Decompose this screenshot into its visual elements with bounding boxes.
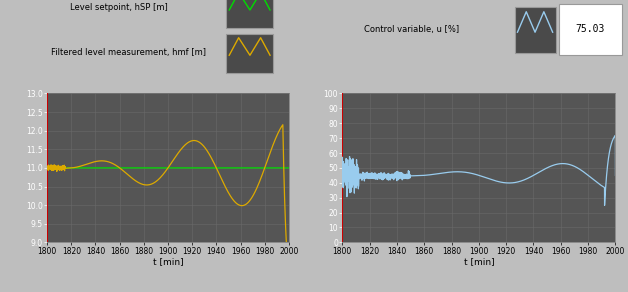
Text: 75.03: 75.03 bbox=[576, 24, 605, 34]
X-axis label: t [min]: t [min] bbox=[463, 257, 494, 266]
Text: Level setpoint, hSP [m]: Level setpoint, hSP [m] bbox=[70, 3, 168, 12]
X-axis label: t [min]: t [min] bbox=[153, 257, 183, 266]
Text: Control variable, u [%]: Control variable, u [%] bbox=[364, 25, 459, 34]
Text: Filtered level measurement, hmf [m]: Filtered level measurement, hmf [m] bbox=[51, 48, 206, 57]
